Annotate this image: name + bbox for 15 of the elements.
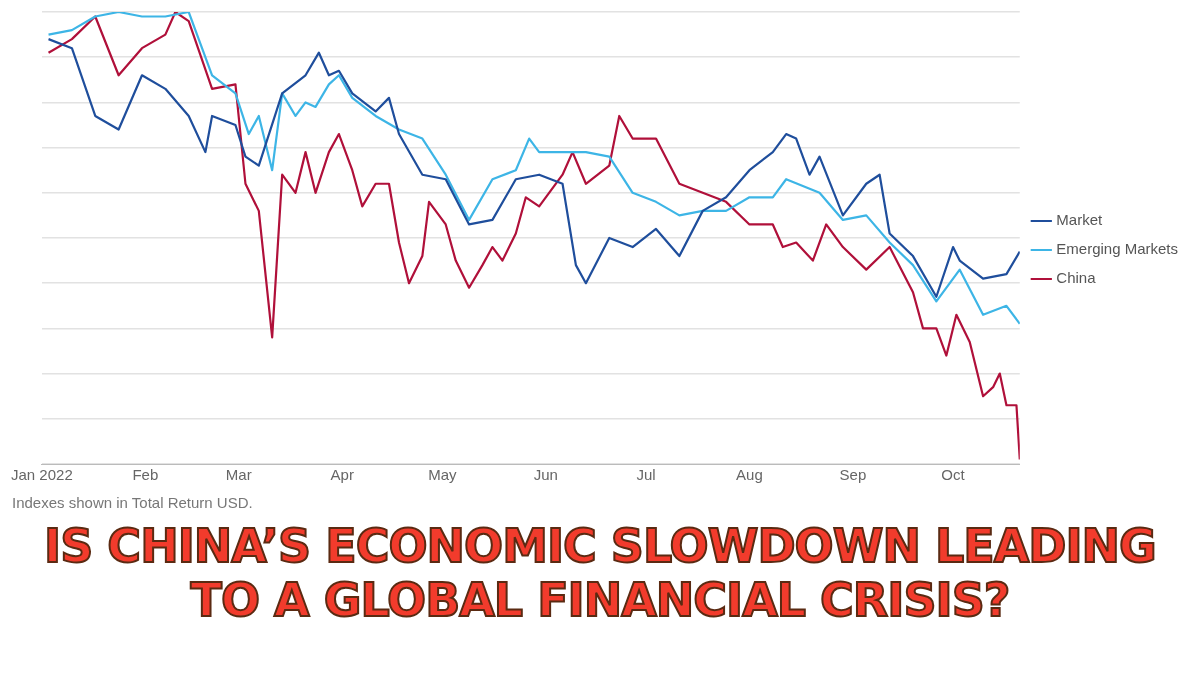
x-tick-label: Sep bbox=[839, 466, 867, 484]
x-tick-label: Jun bbox=[533, 466, 558, 484]
x-tick-label: Oct bbox=[941, 466, 966, 484]
x-tick-label: Mar bbox=[225, 466, 252, 484]
text: Indexes shown in Total Return USD. bbox=[12, 494, 254, 511]
legend-label: Market bbox=[1056, 211, 1103, 229]
legend-label: Emerging Markets bbox=[1056, 240, 1179, 258]
x-tick-label: May bbox=[428, 466, 458, 484]
x-tick-label: Apr bbox=[330, 466, 354, 484]
legend-label: China bbox=[1056, 269, 1097, 287]
x-tick-label: Jan 2022 bbox=[10, 466, 73, 484]
x-tick-label: Aug bbox=[736, 466, 763, 484]
x-tick-label: Jul bbox=[636, 466, 656, 484]
x-tick-label: Feb bbox=[132, 466, 159, 484]
text: IS CHINA’S ECONOMIC SLOWDOWN LEADING TO A GLOBAL FINANCIAL CRISIS? bbox=[43, 519, 1157, 627]
